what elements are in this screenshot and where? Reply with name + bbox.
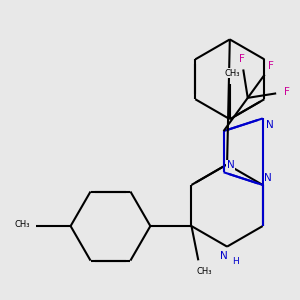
Text: F: F [284, 87, 290, 97]
Text: N: N [266, 120, 273, 130]
Text: F: F [268, 61, 274, 71]
Text: H: H [232, 257, 239, 266]
Text: F: F [238, 54, 244, 64]
Text: CH₃: CH₃ [14, 220, 30, 229]
Text: N: N [220, 251, 228, 261]
Text: N: N [226, 160, 234, 170]
Text: N: N [264, 173, 272, 183]
Text: CH₃: CH₃ [225, 69, 240, 78]
Text: CH₃: CH₃ [196, 267, 212, 276]
